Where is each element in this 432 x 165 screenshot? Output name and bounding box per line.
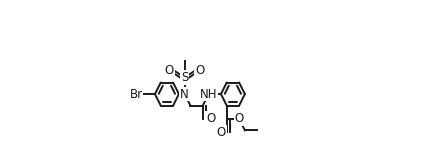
Text: Br: Br	[130, 88, 143, 100]
Text: NH: NH	[200, 88, 217, 100]
Text: S: S	[181, 71, 188, 84]
Text: O: O	[217, 126, 226, 138]
Text: O: O	[165, 65, 174, 77]
Text: O: O	[195, 65, 205, 77]
Text: N: N	[180, 88, 189, 100]
Text: O: O	[206, 112, 216, 125]
Text: O: O	[235, 112, 244, 125]
